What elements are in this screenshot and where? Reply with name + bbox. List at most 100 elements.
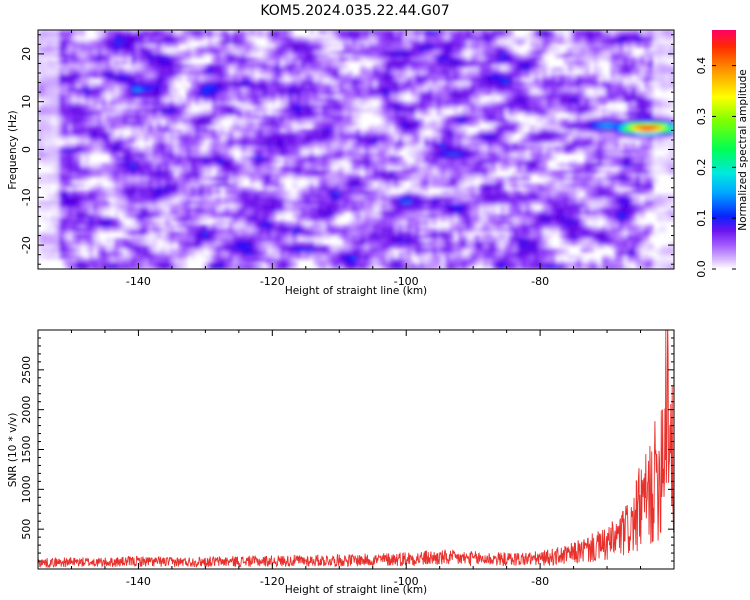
heatmap-cell [50,36,56,41]
heatmap-cell [584,43,590,48]
heatmap-cell [160,132,166,137]
heatmap-cell [127,142,132,147]
heatmap-cell [42,36,48,41]
heatmap-cell [118,111,124,116]
heatmap-cell [343,101,349,106]
heatmap-cell [589,47,595,52]
heatmap-cell [538,129,544,134]
heatmap-cell [245,111,251,116]
heatmap-cell [436,108,442,113]
heatmap-cell [440,40,446,45]
heatmap-cell [500,98,505,103]
heatmap-cell [661,64,667,69]
heatmap-cell [237,101,243,106]
heatmap-cell [42,98,48,103]
heatmap-cell [224,146,230,151]
heatmap-cell [122,146,128,151]
heatmap-cell [347,43,353,48]
heatmap-cell [330,33,336,38]
heatmap-cell [127,105,132,110]
heatmap-cell [534,132,539,137]
heatmap-cell [457,111,463,116]
heatmap-cell [309,40,315,45]
heatmap-cell [97,149,103,154]
heatmap-cell [500,115,505,120]
heatmap-cell [330,125,336,130]
heatmap-cell [568,67,573,72]
heatmap-cell [529,30,535,35]
heatmap-cell [529,125,535,130]
heatmap-cell [80,60,86,65]
heatmap-cell [389,146,395,151]
heatmap-cell [614,122,620,127]
heatmap-cell [525,122,531,127]
heatmap-cell [38,135,43,140]
heatmap-cell [228,132,234,137]
heatmap-cell [224,149,230,154]
heatmap-cell [648,118,654,123]
heatmap-cell [568,149,573,154]
heatmap-cell [580,94,586,99]
heatmap-cell [495,60,501,65]
heatmap-cell [402,91,408,96]
heatmap-cell [194,149,200,154]
heatmap-cell [67,33,73,38]
heatmap-cell [88,98,94,103]
heatmap-cell [601,74,607,79]
heatmap-cell [419,60,425,65]
heatmap-cell [254,88,260,93]
heatmap-cell [657,33,662,38]
heatmap-cell [186,142,192,147]
heatmap-cell [534,98,539,103]
heatmap-cell [80,135,86,140]
heatmap-cell [584,105,590,110]
heatmap-cell [356,81,361,86]
heatmap-cell [266,60,272,65]
heatmap-cell [411,146,416,151]
heatmap-cell [101,30,107,35]
heatmap-cell [394,129,399,134]
heatmap-cell [165,84,171,89]
heatmap-cell [470,146,476,151]
heatmap-cell [67,152,73,157]
heatmap-cell [538,77,544,82]
heatmap-cell [614,40,620,45]
heatmap-cell [283,118,289,123]
heatmap-cell [76,64,81,69]
heatmap-cell [50,40,56,45]
heatmap-cell [93,142,98,147]
heatmap-cell [432,149,438,154]
heatmap-cell [576,47,582,52]
heatmap-cell [381,70,387,75]
heatmap-cell [402,74,408,79]
heatmap-cell [521,122,527,127]
heatmap-cell [105,129,111,134]
heatmap-cell [432,98,438,103]
heatmap-cell [305,111,310,116]
heatmap-cell [652,84,658,89]
heatmap-cell [38,149,43,154]
heatmap-cell [652,132,658,137]
heatmap-cell [572,88,578,93]
heatmap-cell [623,142,628,147]
heatmap-cell [508,70,514,75]
heatmap-cell [360,53,366,58]
heatmap-cell [640,149,645,154]
heatmap-cell [372,108,378,113]
heatmap-cell [517,146,522,151]
heatmap-cell [428,60,433,65]
heatmap-cell [50,111,56,116]
heatmap-cell [38,60,43,65]
heatmap-cell [521,146,527,151]
heatmap-cell [220,43,226,48]
heatmap-cell [148,53,154,58]
heatmap-cell [415,53,421,58]
heatmap-cell [491,77,497,82]
heatmap-cell [135,77,141,82]
heatmap-cell [398,33,404,38]
heatmap-cell [529,129,535,134]
heatmap-cell [224,139,230,144]
heatmap-cell [250,33,255,38]
heatmap-cell [343,149,349,154]
heatmap-cell [114,36,120,41]
